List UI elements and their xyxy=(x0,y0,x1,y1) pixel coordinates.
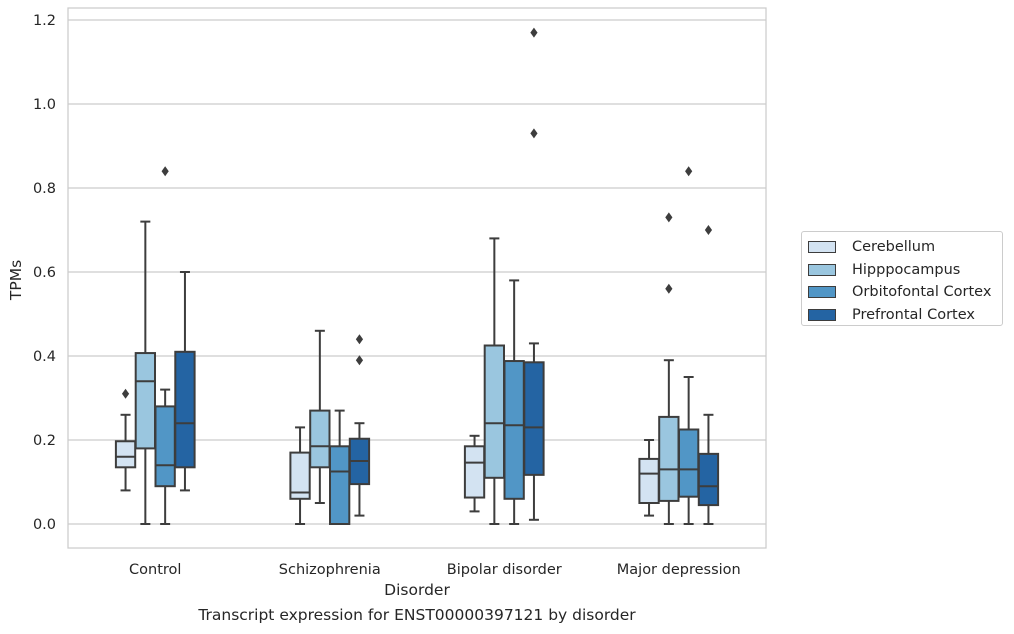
box-iqr xyxy=(289,451,311,500)
y-tick-label: 0.0 xyxy=(33,517,56,533)
box-iqr xyxy=(154,405,176,488)
box-iqr xyxy=(638,457,660,504)
box-iqr xyxy=(329,445,351,525)
legend-label-cerebellum: Cerebellum xyxy=(852,239,936,256)
box xyxy=(289,426,311,525)
outlier-point xyxy=(665,212,673,223)
outlier-point xyxy=(355,355,364,366)
box xyxy=(678,166,700,525)
legend: Cerebellum Hipppocampus Orbitofontal Cor… xyxy=(801,231,1003,326)
box xyxy=(348,334,371,517)
box xyxy=(309,329,331,504)
y-tick-label: 0.4 xyxy=(33,349,56,365)
box-iqr xyxy=(658,415,680,502)
y-tick-label: 1.2 xyxy=(33,13,56,29)
legend-swatch-cerebellum xyxy=(808,241,836,254)
outlier-point xyxy=(665,283,673,294)
figure-caption: Transcript expression for ENST0000039712… xyxy=(198,606,636,624)
y-tick-label: 0.8 xyxy=(33,181,56,197)
outlier-point xyxy=(121,388,130,399)
legend-label-orbitofrontal: Orbitofontal Cortex xyxy=(852,284,992,301)
legend-item-hippocampus: Hipppocampus xyxy=(808,259,1002,282)
legend-item-cerebellum: Cerebellum xyxy=(808,236,1002,259)
box xyxy=(174,271,196,492)
box xyxy=(503,279,525,525)
box-iqr xyxy=(114,440,137,469)
box xyxy=(483,237,506,525)
box xyxy=(114,388,137,492)
box xyxy=(134,220,156,525)
box-iqr xyxy=(309,409,331,469)
y-tick-label: 1.0 xyxy=(33,97,56,113)
x-axis-label: Disorder xyxy=(384,581,450,599)
x-tick-label: Bipolar disorder xyxy=(447,562,562,578)
box xyxy=(154,166,176,525)
box-iqr xyxy=(697,452,720,507)
x-tick-label: Control xyxy=(129,562,181,578)
legend-swatch-orbitofrontal xyxy=(808,286,836,299)
legend-label-hippocampus: Hipppocampus xyxy=(852,261,961,278)
legend-item-prefrontal: Prefrontal Cortex xyxy=(808,304,1002,327)
legend-label-prefrontal: Prefrontal Cortex xyxy=(852,306,975,323)
plot-frame xyxy=(67,7,767,549)
box xyxy=(523,27,545,521)
box xyxy=(658,212,680,525)
legend-item-orbitofrontal: Orbitofontal Cortex xyxy=(808,281,1002,304)
y-tick-label: 0.2 xyxy=(33,433,56,449)
outlier-point xyxy=(355,334,364,345)
box xyxy=(329,409,351,525)
box xyxy=(463,434,486,513)
box-iqr xyxy=(503,360,525,500)
boxes xyxy=(114,27,720,525)
box-iqr xyxy=(483,344,506,479)
y-axis-label: TPMs xyxy=(7,260,25,301)
box-iqr xyxy=(678,428,700,498)
box-iqr xyxy=(463,445,486,499)
outlier-point xyxy=(530,27,538,38)
box-iqr xyxy=(134,352,156,450)
box xyxy=(638,439,660,517)
legend-swatch-hippocampus xyxy=(808,263,836,276)
y-tick-label: 0.6 xyxy=(33,265,56,281)
box-iqr xyxy=(523,361,545,476)
axis-ticks: 0.0 0.2 0.4 0.6 0.8 1.0 1.2 Control Schizophreni… xyxy=(33,13,741,578)
box-iqr xyxy=(174,350,196,469)
outlier-point xyxy=(530,128,538,139)
x-tick-label: Schizophrenia xyxy=(279,562,381,578)
x-tick-label: Major depression xyxy=(617,562,741,578)
legend-swatch-prefrontal xyxy=(808,308,836,321)
box xyxy=(697,225,720,525)
outlier-point xyxy=(704,225,713,235)
outlier-point xyxy=(161,166,169,177)
outlier-point xyxy=(685,166,693,177)
